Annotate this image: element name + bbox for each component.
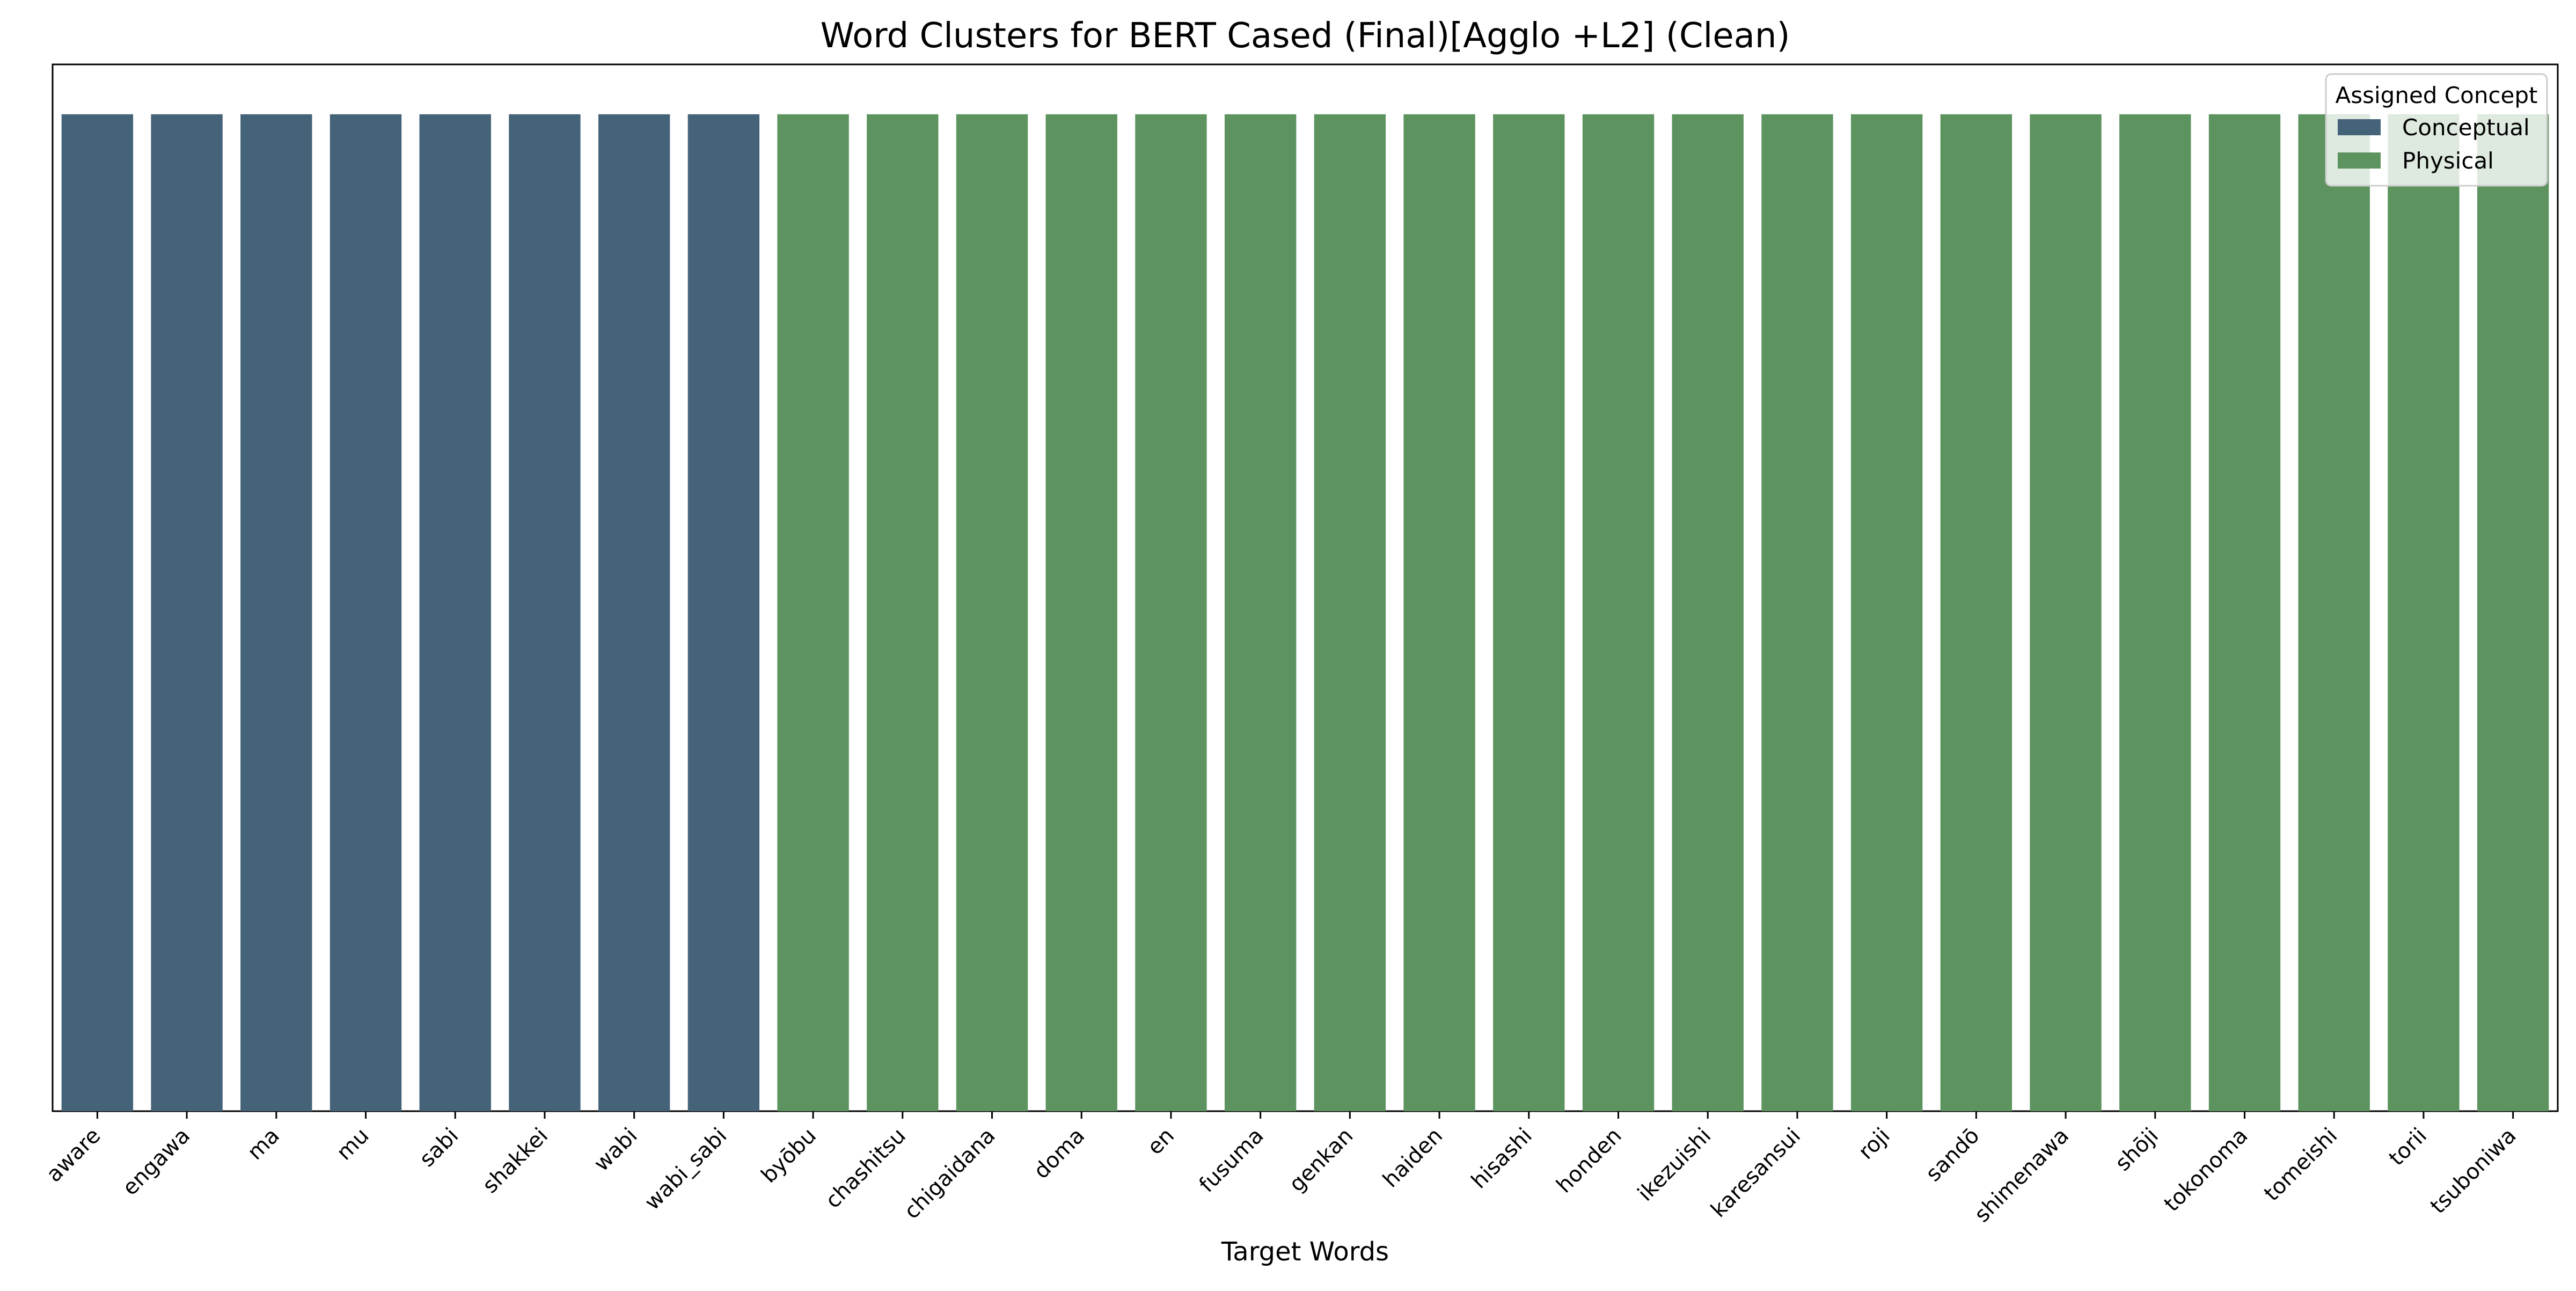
- x-tick-label-chigaidana: chigaidana: [899, 1124, 1000, 1224]
- legend-box: [2325, 73, 2548, 187]
- x-tick-label-aware: aware: [42, 1124, 106, 1187]
- legend-title: Assigned Concept: [2336, 82, 2538, 108]
- bar-aware: [61, 114, 134, 1111]
- bar-shakkei: [509, 114, 581, 1111]
- bar-wabi: [598, 114, 670, 1111]
- x-tick-label-engawa: engawa: [118, 1124, 195, 1201]
- legend-label-physical: Physical: [2402, 148, 2494, 174]
- x-tick-label-mu: mu: [332, 1124, 374, 1165]
- bar-sabi: [419, 114, 491, 1111]
- x-tick-label-wabi: wabi: [589, 1124, 642, 1177]
- x-tick-label-tsuboniwa: tsuboniwa: [2426, 1124, 2521, 1219]
- bar-ikezuishi: [1672, 114, 1744, 1111]
- x-tick-label-karesansui: karesansui: [1706, 1124, 1805, 1223]
- bar-chigaidana: [956, 114, 1028, 1111]
- bar-tsuboniwa: [2477, 114, 2549, 1111]
- bar-haiden: [1403, 114, 1475, 1111]
- legend: Assigned Concept Conceptual Physical: [2325, 73, 2548, 187]
- x-tick-label-wabi_sabi: wabi_sabi: [640, 1124, 732, 1215]
- bar-torii: [2388, 114, 2460, 1111]
- x-tick-label-honden: honden: [1552, 1124, 1627, 1198]
- bar-hisashi: [1493, 114, 1565, 1111]
- x-tick-label-hisashi: hisashi: [1467, 1124, 1537, 1194]
- bar-en: [1135, 114, 1207, 1111]
- x-tick-label-haiden: haiden: [1378, 1124, 1447, 1193]
- bar-tokonoma: [2208, 114, 2281, 1111]
- x-tick-label-ikezuishi: ikezuishi: [1633, 1124, 1716, 1206]
- bar-fusuma: [1224, 114, 1297, 1111]
- x-tick-label-sabi: sabi: [415, 1124, 463, 1172]
- legend-swatch-physical: [2338, 152, 2381, 169]
- bar-shōji: [2119, 114, 2191, 1111]
- x-tick-label-torii: torii: [2384, 1124, 2432, 1171]
- x-tick-label-byōbu: byōbu: [757, 1124, 821, 1188]
- bar-honden: [1582, 114, 1655, 1111]
- bar-engawa: [151, 114, 223, 1111]
- x-tick-label-shimenawa: shimenawa: [1970, 1124, 2074, 1228]
- x-tick-label-tokonoma: tokonoma: [2160, 1124, 2253, 1217]
- x-tick-label-ma: ma: [243, 1124, 284, 1165]
- x-axis-label: Target Words: [1221, 1237, 1389, 1267]
- x-tick-label-en: en: [1143, 1124, 1179, 1160]
- bar-shimenawa: [2030, 114, 2102, 1111]
- x-tick-label-chashitsu: chashitsu: [821, 1124, 911, 1214]
- chart-title: Word Clusters for BERT Cased (Final)[Agg…: [821, 16, 1790, 56]
- bar-karesansui: [1761, 114, 1833, 1111]
- x-tick-label-sandō: sandō: [1921, 1124, 1985, 1187]
- legend-label-conceptual: Conceptual: [2402, 114, 2530, 141]
- x-tick-label-tomeishi: tomeishi: [2259, 1124, 2342, 1206]
- bar-genkan: [1314, 114, 1386, 1111]
- x-tick-label-roji: roji: [1854, 1124, 1895, 1165]
- bars-layer: [61, 114, 2549, 1111]
- bar-wabi_sabi: [687, 114, 760, 1111]
- legend-swatch-conceptual: [2338, 119, 2381, 135]
- bar-byōbu: [777, 114, 849, 1111]
- x-tick-label-shōji: shōji: [2111, 1124, 2163, 1176]
- x-tick-label-fusuma: fusuma: [1195, 1124, 1269, 1198]
- x-tick-label-shakkei: shakkei: [478, 1124, 553, 1199]
- bar-chashitsu: [867, 114, 939, 1111]
- x-tick-label-doma: doma: [1029, 1124, 1090, 1184]
- plot-area-frame: [52, 63, 2559, 1112]
- bar-tomeishi: [2298, 114, 2370, 1111]
- x-tick-label-genkan: genkan: [1284, 1124, 1358, 1197]
- bar-ma: [240, 114, 312, 1111]
- bar-roji: [1850, 114, 1923, 1111]
- bar-mu: [330, 114, 402, 1111]
- bar-doma: [1045, 114, 1117, 1111]
- bar-sandō: [1940, 114, 2012, 1111]
